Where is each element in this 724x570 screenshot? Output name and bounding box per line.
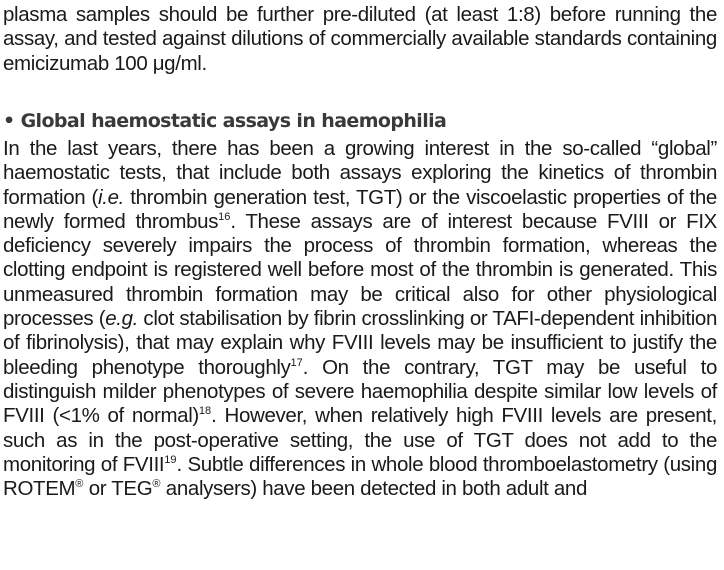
text-run: . On the contrary, TGT may be useful to …: [3, 355, 717, 428]
text-run: . However, when relatively high FVIII le…: [3, 404, 717, 476]
section-title: Global haemostatic assays in haemophilia: [20, 110, 447, 132]
citation-superscript: 18: [198, 405, 212, 418]
intro-paragraph: plasma samples should be further pre-dil…: [3, 3, 717, 75]
text-run: In the last years, there has been a grow…: [3, 137, 717, 209]
text-run: analysers) have been detected in both ad…: [160, 477, 588, 501]
registered-mark: ®: [152, 478, 161, 491]
italic-abbreviation: e.g.: [105, 307, 138, 331]
citation-superscript: 17: [290, 356, 303, 369]
bullet-glyph: •: [3, 110, 15, 132]
text-run: or TEG: [83, 477, 153, 501]
section-heading: • Global haemostatic assays in haemophil…: [3, 109, 447, 133]
citation-superscript: 19: [164, 454, 177, 467]
text-run: . These assays are of interest because F…: [3, 209, 717, 331]
body-paragraph: In the last years, there has been a grow…: [3, 137, 717, 501]
text-run: thrombin generation test, TGT) or the vi…: [3, 185, 717, 233]
text-run: clot stabilisation by fibrin crosslinkin…: [3, 307, 718, 379]
text-run: . Subtle differences in whole blood thro…: [3, 452, 717, 501]
citation-superscript: 16: [218, 211, 231, 224]
registered-mark: ®: [75, 478, 84, 491]
italic-abbreviation: i.e.: [98, 185, 124, 209]
